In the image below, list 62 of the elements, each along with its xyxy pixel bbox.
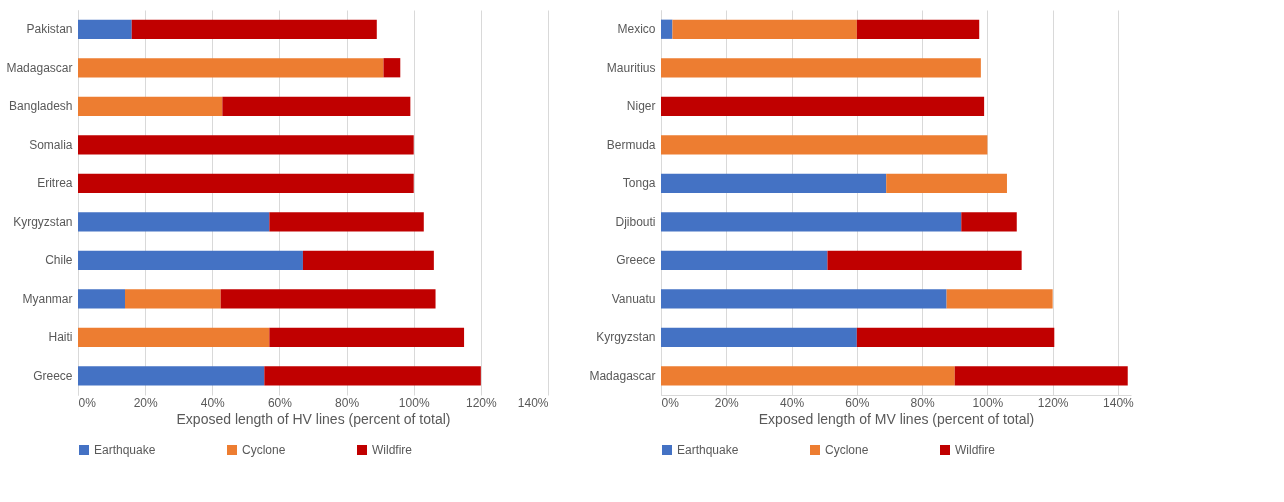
y-tick-label: Madagascar — [6, 60, 73, 75]
bar — [661, 250, 828, 270]
legend-label: Earthquake — [677, 443, 739, 457]
x-tick-label: 0% — [78, 395, 97, 410]
y-tick-label: Djibouti — [615, 214, 656, 229]
bar — [661, 58, 981, 78]
bar — [661, 212, 962, 232]
bar — [672, 19, 857, 39]
y-tick-label: Myanmar — [22, 291, 73, 306]
bar — [827, 250, 1022, 270]
bar — [661, 289, 947, 309]
y-tick-label: Chile — [45, 253, 73, 268]
y-tick-label: Vanuatu — [611, 291, 656, 306]
x-tick-label: 20% — [133, 395, 158, 410]
legend-label: Cyclone — [825, 443, 869, 457]
y-tick-label: Somalia — [29, 137, 73, 152]
bar — [954, 366, 1128, 386]
x-tick-label: 40% — [200, 395, 226, 410]
x-axis-title: Exposed length of MV lines (percent of total) — [758, 410, 1035, 427]
y-tick-label: Kyrgyzstan — [13, 214, 73, 229]
y-tick-label: Pakistan — [26, 22, 73, 37]
x-tick-label: 100% — [972, 395, 1004, 410]
bar — [661, 135, 988, 155]
y-tick-label: Bangladesh — [9, 99, 73, 114]
bar — [661, 327, 857, 347]
bar — [661, 366, 955, 386]
x-tick-label: 80% — [335, 395, 360, 410]
y-tick-label: Niger — [626, 99, 656, 114]
y-tick-label: Tonga — [622, 176, 656, 191]
bar — [856, 19, 980, 39]
bar — [661, 173, 887, 193]
x-tick-label: 140% — [517, 395, 549, 410]
bar — [856, 327, 1055, 347]
y-tick-label: Mauritius — [606, 60, 656, 75]
legend-label: Earthquake — [94, 443, 156, 457]
y-tick-label: Greece — [616, 253, 656, 268]
x-axis-title: Exposed length of HV lines (percent of total) — [176, 410, 451, 427]
x-tick-label: 60% — [267, 395, 293, 410]
x-tick-label: 140% — [1103, 395, 1135, 410]
bar — [946, 289, 1053, 309]
legend-label: Wildfire — [372, 443, 413, 457]
bar — [661, 96, 985, 116]
x-tick-label: 120% — [466, 395, 498, 410]
bar — [886, 173, 1007, 193]
x-tick-label: 60% — [845, 395, 870, 410]
x-tick-label: 80% — [910, 395, 935, 410]
y-tick-label: Mexico — [617, 22, 656, 37]
x-tick-label: 20% — [714, 395, 740, 410]
y-tick-label: Madagascar — [589, 368, 656, 383]
x-tick-label: 40% — [780, 395, 805, 410]
y-tick-label: Bermuda — [606, 137, 656, 152]
x-tick-label: 100% — [398, 395, 430, 410]
legend-label: Wildfire — [955, 443, 996, 457]
y-tick-label: Eritrea — [37, 176, 73, 191]
y-tick-label: Kyrgyzstan — [596, 330, 656, 345]
bar — [661, 19, 673, 39]
y-tick-label: Greece — [33, 368, 73, 383]
legend-label: Cyclone — [242, 443, 286, 457]
x-tick-label: 0% — [661, 395, 680, 410]
x-tick-label: 120% — [1037, 395, 1069, 410]
bar — [961, 212, 1017, 232]
y-tick-label: Haiti — [48, 330, 73, 345]
